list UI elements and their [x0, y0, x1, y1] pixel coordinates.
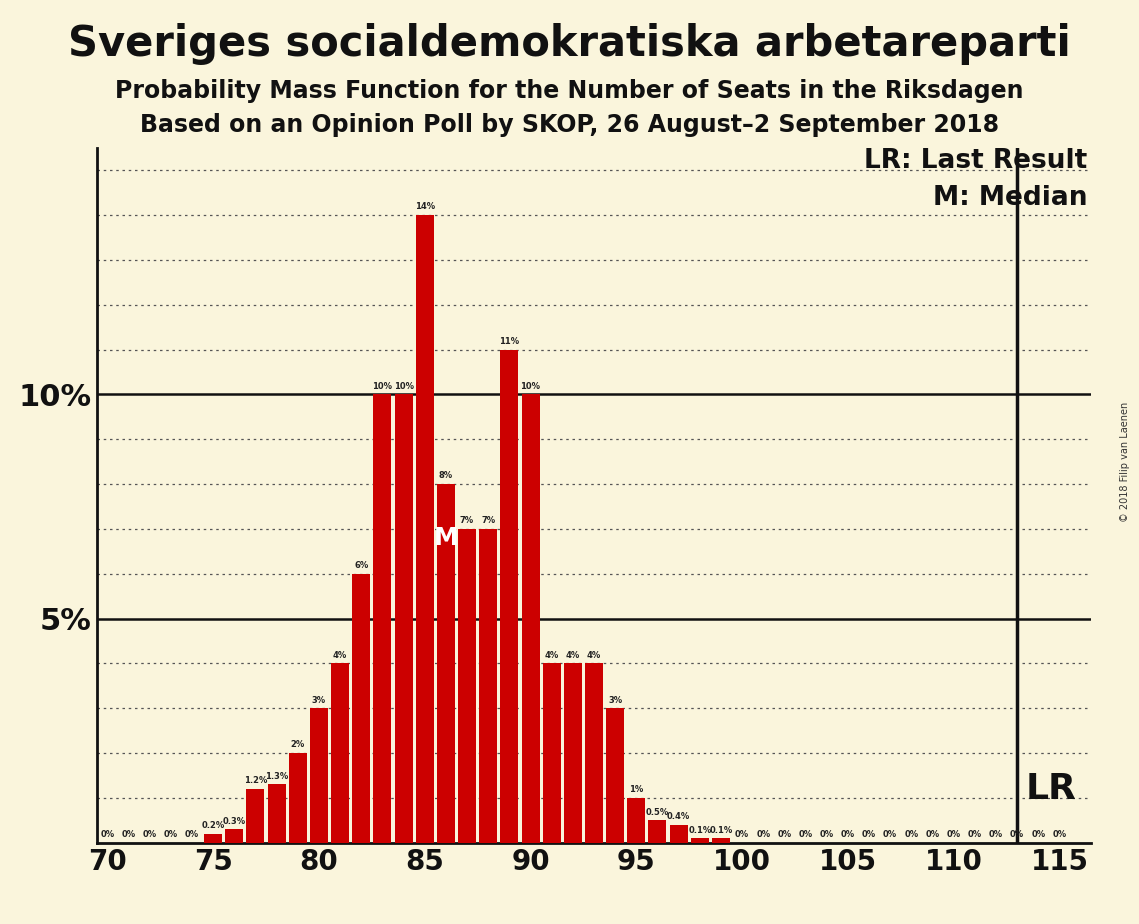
- Text: 0%: 0%: [947, 830, 960, 839]
- Text: 0%: 0%: [820, 830, 834, 839]
- Bar: [394, 395, 412, 843]
- Bar: [226, 829, 244, 843]
- Bar: [310, 708, 328, 843]
- Bar: [204, 833, 222, 843]
- Text: © 2018 Filip van Laenen: © 2018 Filip van Laenen: [1120, 402, 1130, 522]
- Text: 0.4%: 0.4%: [667, 812, 690, 821]
- Text: 0%: 0%: [142, 830, 157, 839]
- Bar: [522, 395, 540, 843]
- Text: 0%: 0%: [122, 830, 136, 839]
- Text: 11%: 11%: [499, 337, 519, 346]
- Text: 0%: 0%: [777, 830, 792, 839]
- Text: 7%: 7%: [460, 517, 474, 526]
- Bar: [437, 484, 454, 843]
- Text: 0%: 0%: [185, 830, 199, 839]
- Text: 0%: 0%: [1052, 830, 1066, 839]
- Bar: [564, 663, 582, 843]
- Text: 1.3%: 1.3%: [265, 772, 288, 781]
- Text: 0%: 0%: [925, 830, 940, 839]
- Bar: [542, 663, 560, 843]
- Bar: [480, 529, 498, 843]
- Text: 0%: 0%: [164, 830, 178, 839]
- Text: M: Median: M: Median: [933, 185, 1088, 211]
- Text: 0%: 0%: [968, 830, 982, 839]
- Bar: [352, 574, 370, 843]
- Text: 10%: 10%: [394, 382, 413, 391]
- Text: 7%: 7%: [481, 517, 495, 526]
- Text: 4%: 4%: [587, 650, 601, 660]
- Text: 8%: 8%: [439, 471, 453, 480]
- Text: 14%: 14%: [415, 202, 435, 212]
- Text: 0%: 0%: [1031, 830, 1046, 839]
- Text: LR: LR: [1025, 772, 1076, 806]
- Text: 0%: 0%: [735, 830, 749, 839]
- Text: 10%: 10%: [521, 382, 541, 391]
- Text: 0%: 0%: [798, 830, 812, 839]
- Text: LR: Last Result: LR: Last Result: [865, 148, 1088, 174]
- Text: 0.1%: 0.1%: [688, 826, 712, 834]
- Text: 4%: 4%: [333, 650, 347, 660]
- Text: 6%: 6%: [354, 561, 368, 570]
- Text: 0%: 0%: [904, 830, 918, 839]
- Text: Probability Mass Function for the Number of Seats in the Riksdagen: Probability Mass Function for the Number…: [115, 79, 1024, 103]
- Bar: [606, 708, 624, 843]
- Text: 3%: 3%: [608, 696, 622, 705]
- Bar: [268, 784, 286, 843]
- Bar: [670, 825, 688, 843]
- Bar: [331, 663, 350, 843]
- Text: 0.5%: 0.5%: [646, 808, 669, 817]
- Text: Sveriges socialdemokratiska arbetareparti: Sveriges socialdemokratiska arbetarepart…: [68, 23, 1071, 65]
- Bar: [712, 838, 730, 843]
- Text: 4%: 4%: [566, 650, 580, 660]
- Text: 10%: 10%: [372, 382, 393, 391]
- Bar: [648, 821, 666, 843]
- Text: 0.3%: 0.3%: [223, 817, 246, 826]
- Text: Based on an Opinion Poll by SKOP, 26 August–2 September 2018: Based on an Opinion Poll by SKOP, 26 Aug…: [140, 113, 999, 137]
- Text: 4%: 4%: [544, 650, 559, 660]
- Text: 0%: 0%: [1010, 830, 1024, 839]
- Text: 1%: 1%: [629, 785, 644, 795]
- Text: 0%: 0%: [883, 830, 898, 839]
- Text: 3%: 3%: [312, 696, 326, 705]
- Text: 0%: 0%: [100, 830, 114, 839]
- Bar: [374, 395, 392, 843]
- Bar: [416, 215, 434, 843]
- Text: 1.2%: 1.2%: [244, 776, 268, 785]
- Bar: [628, 797, 646, 843]
- Text: 0.1%: 0.1%: [710, 826, 732, 834]
- Text: 0%: 0%: [841, 830, 855, 839]
- Text: 2%: 2%: [290, 740, 305, 749]
- Bar: [458, 529, 476, 843]
- Bar: [289, 753, 306, 843]
- Bar: [246, 789, 264, 843]
- Text: 0%: 0%: [756, 830, 770, 839]
- Bar: [500, 349, 518, 843]
- Text: M: M: [434, 526, 458, 550]
- Text: 0.2%: 0.2%: [202, 821, 224, 830]
- Text: 0%: 0%: [862, 830, 876, 839]
- Text: 0%: 0%: [989, 830, 1003, 839]
- Bar: [690, 838, 708, 843]
- Bar: [585, 663, 603, 843]
